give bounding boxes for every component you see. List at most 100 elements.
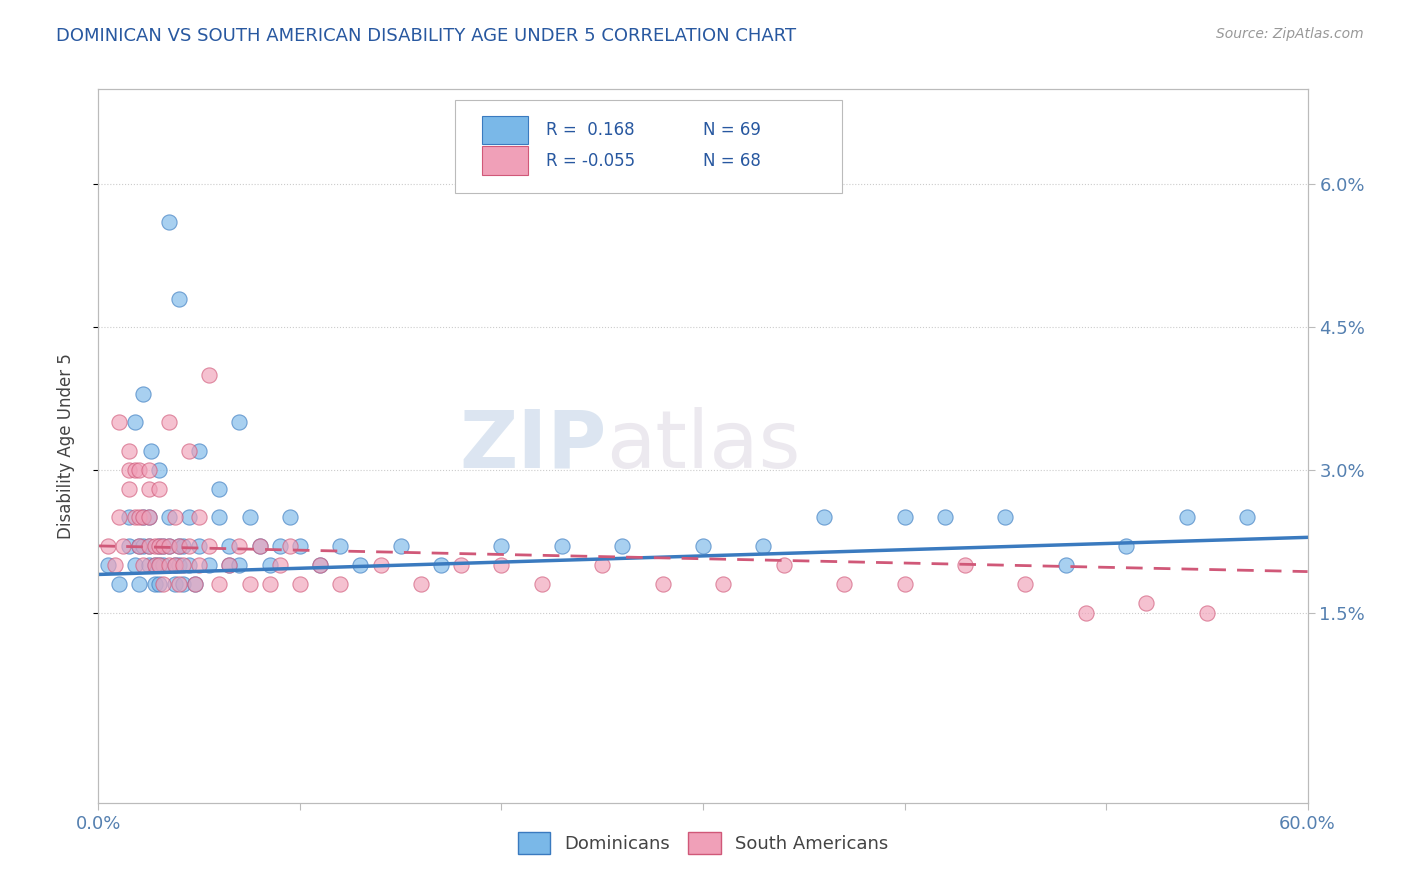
Point xyxy=(157,510,180,524)
Point xyxy=(1054,558,1077,572)
Point xyxy=(139,443,162,458)
Point xyxy=(128,577,150,591)
Point xyxy=(259,577,281,591)
Point xyxy=(1115,539,1137,553)
Point xyxy=(218,539,240,553)
Point xyxy=(953,558,976,572)
Point xyxy=(132,510,155,524)
Point xyxy=(934,510,956,524)
Point xyxy=(143,558,166,572)
Point xyxy=(148,577,170,591)
Point xyxy=(228,539,250,553)
Point xyxy=(228,558,250,572)
Point xyxy=(179,510,201,524)
Point xyxy=(167,577,190,591)
Point xyxy=(612,539,634,553)
Point xyxy=(167,539,190,553)
Point xyxy=(143,577,166,591)
Point xyxy=(143,539,166,553)
Point xyxy=(1014,577,1036,591)
Point xyxy=(208,510,231,524)
Point xyxy=(893,510,915,524)
Point xyxy=(530,577,553,591)
Point xyxy=(188,539,211,553)
Text: N = 69: N = 69 xyxy=(703,121,761,139)
Point xyxy=(132,386,155,401)
Point xyxy=(167,292,190,306)
Point xyxy=(893,577,915,591)
Point xyxy=(370,558,392,572)
Point xyxy=(163,558,186,572)
Point xyxy=(124,463,146,477)
Point xyxy=(118,510,141,524)
Point xyxy=(148,558,170,572)
Text: N = 68: N = 68 xyxy=(703,152,761,169)
Point xyxy=(188,558,211,572)
Point xyxy=(138,482,160,496)
Text: Source: ZipAtlas.com: Source: ZipAtlas.com xyxy=(1216,27,1364,41)
Point xyxy=(132,539,155,553)
Point xyxy=(128,510,150,524)
Point xyxy=(179,443,201,458)
Point xyxy=(172,577,194,591)
Point xyxy=(97,558,120,572)
Point xyxy=(288,577,311,591)
Point xyxy=(1175,510,1198,524)
Point xyxy=(132,510,155,524)
Point xyxy=(138,510,160,524)
Point xyxy=(1195,606,1218,620)
Point xyxy=(157,415,180,429)
Point xyxy=(132,558,155,572)
Point xyxy=(288,539,311,553)
Point xyxy=(994,510,1017,524)
Point xyxy=(259,558,281,572)
Point xyxy=(208,577,231,591)
Point xyxy=(103,558,125,572)
Legend: Dominicans, South Americans: Dominicans, South Americans xyxy=(510,825,896,862)
Point xyxy=(692,539,714,553)
Point xyxy=(409,577,432,591)
Point xyxy=(239,577,262,591)
Point xyxy=(349,558,371,572)
Point xyxy=(152,577,174,591)
Text: R =  0.168: R = 0.168 xyxy=(546,121,634,139)
Point xyxy=(450,558,472,572)
Point xyxy=(152,539,174,553)
Point xyxy=(218,558,240,572)
Point xyxy=(148,539,170,553)
Point xyxy=(107,415,129,429)
FancyBboxPatch shape xyxy=(456,100,842,193)
Point xyxy=(124,558,146,572)
Point xyxy=(157,215,180,229)
Point xyxy=(249,539,271,553)
Point xyxy=(107,510,129,524)
Point xyxy=(118,482,141,496)
Point xyxy=(167,558,190,572)
Point xyxy=(832,577,855,591)
Point xyxy=(148,539,170,553)
Point xyxy=(128,539,150,553)
Point xyxy=(491,539,513,553)
Point xyxy=(152,539,174,553)
Point xyxy=(179,558,201,572)
Point xyxy=(172,558,194,572)
Point xyxy=(228,415,250,429)
Bar xyxy=(482,116,527,145)
Point xyxy=(118,539,141,553)
Point xyxy=(148,558,170,572)
Point xyxy=(138,463,160,477)
Point xyxy=(1135,596,1157,610)
Point xyxy=(184,577,207,591)
Text: ZIP: ZIP xyxy=(458,407,606,485)
Point xyxy=(163,558,186,572)
Point xyxy=(157,558,180,572)
Point xyxy=(124,510,146,524)
Point xyxy=(1236,510,1258,524)
Point xyxy=(148,463,170,477)
Point xyxy=(208,482,231,496)
Point xyxy=(138,539,160,553)
Point xyxy=(389,539,412,553)
Point xyxy=(167,539,190,553)
Point xyxy=(651,577,673,591)
Point xyxy=(249,539,271,553)
